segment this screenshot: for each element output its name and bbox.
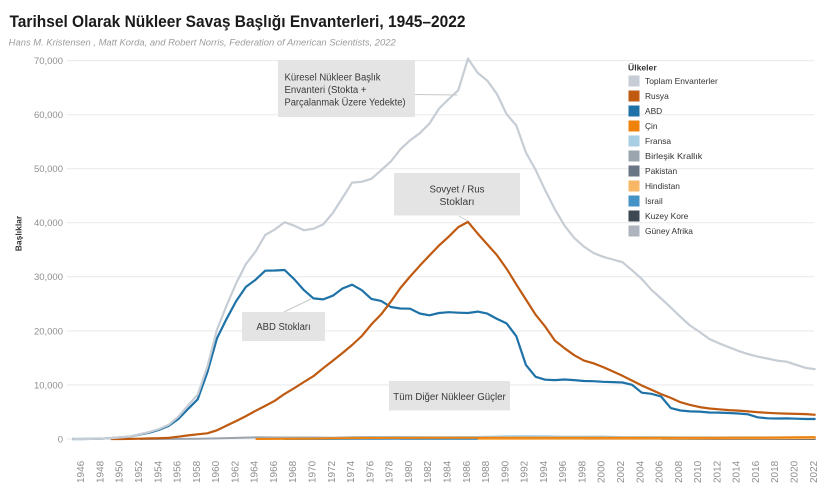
svg-text:Pakistan: Pakistan bbox=[645, 166, 677, 176]
svg-text:Başlıklar: Başlıklar bbox=[14, 215, 24, 251]
svg-text:Stokları: Stokları bbox=[440, 197, 475, 208]
svg-text:1954: 1954 bbox=[153, 460, 164, 483]
svg-text:Hindistan: Hindistan bbox=[645, 181, 680, 191]
svg-text:Güney Afrika: Güney Afrika bbox=[645, 226, 693, 236]
svg-text:40,000: 40,000 bbox=[34, 218, 63, 229]
svg-text:Tüm Diğer Nükleer Güçler: Tüm Diğer Nükleer Güçler bbox=[393, 392, 506, 403]
svg-text:2010: 2010 bbox=[693, 460, 704, 483]
svg-text:1972: 1972 bbox=[327, 460, 338, 483]
svg-text:2014: 2014 bbox=[732, 460, 743, 483]
svg-text:2020: 2020 bbox=[790, 460, 801, 483]
svg-text:1992: 1992 bbox=[520, 460, 531, 483]
svg-text:Rusya: Rusya bbox=[645, 91, 669, 101]
svg-text:1986: 1986 bbox=[462, 460, 473, 483]
svg-text:İsrail: İsrail bbox=[645, 196, 663, 206]
svg-text:70,000: 70,000 bbox=[34, 56, 63, 67]
svg-text:1966: 1966 bbox=[269, 460, 280, 483]
svg-text:ABD: ABD bbox=[645, 106, 662, 116]
svg-text:Fransa: Fransa bbox=[645, 136, 671, 146]
svg-text:2018: 2018 bbox=[770, 460, 781, 483]
svg-text:Küresel Nükleer Başlık: Küresel Nükleer Başlık bbox=[285, 72, 381, 83]
svg-text:50,000: 50,000 bbox=[34, 164, 63, 175]
svg-text:1946: 1946 bbox=[76, 460, 87, 483]
svg-text:1962: 1962 bbox=[230, 460, 241, 483]
svg-text:1996: 1996 bbox=[558, 460, 569, 483]
svg-text:Kuzey Kore: Kuzey Kore bbox=[645, 211, 689, 221]
svg-text:2004: 2004 bbox=[635, 460, 646, 483]
svg-text:2016: 2016 bbox=[751, 460, 762, 483]
svg-text:2008: 2008 bbox=[674, 460, 685, 483]
svg-text:ABD Stokları: ABD Stokları bbox=[256, 322, 310, 333]
svg-text:Parçalanmak Üzere Yedekte): Parçalanmak Üzere Yedekte) bbox=[285, 97, 406, 108]
svg-text:1968: 1968 bbox=[288, 460, 299, 483]
svg-text:30,000: 30,000 bbox=[34, 272, 63, 283]
svg-text:0: 0 bbox=[58, 434, 63, 445]
svg-text:Sovyet / Rus: Sovyet / Rus bbox=[430, 185, 485, 196]
svg-text:Toplam Envanterler: Toplam Envanterler bbox=[645, 76, 718, 86]
svg-text:Birleşik Krallık: Birleşik Krallık bbox=[645, 151, 703, 161]
svg-text:Tarihsel Olarak Nükleer Savaş: Tarihsel Olarak Nükleer Savaş Başlığı En… bbox=[10, 13, 466, 31]
svg-text:1988: 1988 bbox=[481, 460, 492, 483]
svg-text:1960: 1960 bbox=[211, 460, 222, 483]
svg-text:2002: 2002 bbox=[616, 460, 627, 483]
svg-text:1974: 1974 bbox=[346, 460, 357, 483]
svg-text:1980: 1980 bbox=[404, 460, 415, 483]
svg-text:Hans M. Kristensen , Matt Kord: Hans M. Kristensen , Matt Korda, and Rob… bbox=[9, 38, 396, 48]
svg-text:2012: 2012 bbox=[712, 460, 723, 483]
svg-text:Ülkeler: Ülkeler bbox=[628, 63, 657, 73]
svg-text:1984: 1984 bbox=[442, 460, 453, 483]
svg-text:1978: 1978 bbox=[385, 460, 396, 483]
svg-text:1994: 1994 bbox=[539, 460, 550, 483]
svg-text:1952: 1952 bbox=[134, 460, 145, 483]
svg-text:Çin: Çin bbox=[645, 121, 658, 131]
svg-text:1950: 1950 bbox=[115, 460, 126, 483]
svg-text:1982: 1982 bbox=[423, 460, 434, 483]
svg-text:Envanteri (Stokta +: Envanteri (Stokta + bbox=[285, 85, 367, 96]
svg-text:10,000: 10,000 bbox=[34, 380, 63, 391]
svg-text:1976: 1976 bbox=[365, 460, 376, 483]
svg-text:1998: 1998 bbox=[577, 460, 588, 483]
svg-text:60,000: 60,000 bbox=[34, 110, 63, 121]
svg-text:20,000: 20,000 bbox=[34, 326, 63, 337]
svg-text:1958: 1958 bbox=[192, 460, 203, 483]
svg-text:1990: 1990 bbox=[500, 460, 511, 483]
svg-text:1964: 1964 bbox=[250, 460, 261, 483]
svg-text:1948: 1948 bbox=[95, 460, 106, 483]
svg-text:1956: 1956 bbox=[173, 460, 184, 483]
svg-text:1970: 1970 bbox=[308, 460, 319, 483]
svg-text:2006: 2006 bbox=[655, 460, 666, 483]
svg-text:2022: 2022 bbox=[809, 460, 820, 483]
svg-text:2000: 2000 bbox=[597, 460, 608, 483]
